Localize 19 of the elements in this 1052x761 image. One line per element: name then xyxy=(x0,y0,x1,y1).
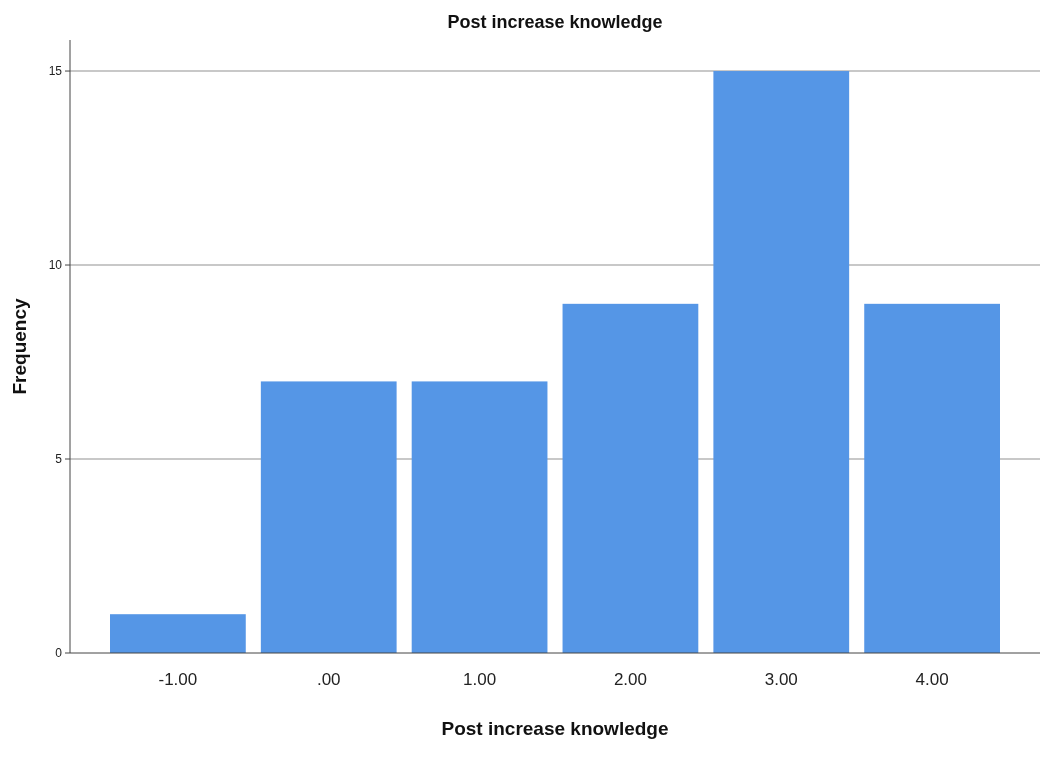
bar xyxy=(713,71,850,653)
chart-title: Post increase knowledge xyxy=(447,12,663,32)
x-tick-label: 1.00 xyxy=(463,670,497,689)
bar xyxy=(411,381,548,653)
y-tick-label: 0 xyxy=(55,646,63,661)
bar xyxy=(562,303,699,653)
y-tick-label: 5 xyxy=(55,452,63,467)
x-tick-label: 2.00 xyxy=(613,670,647,689)
x-tick-label: 4.00 xyxy=(915,670,949,689)
bar xyxy=(110,614,246,653)
y-tick-label: 15 xyxy=(48,64,63,79)
x-tick-label: 3.00 xyxy=(764,670,798,689)
x-axis-title: Post increase knowledge xyxy=(441,718,669,739)
y-axis-title: Frequency xyxy=(9,298,30,395)
y-tick-label: 10 xyxy=(48,258,63,273)
x-tick-label: -1.00 xyxy=(158,670,198,689)
x-tick-label: .00 xyxy=(316,670,341,689)
bar xyxy=(864,303,1000,653)
bar xyxy=(260,381,397,653)
